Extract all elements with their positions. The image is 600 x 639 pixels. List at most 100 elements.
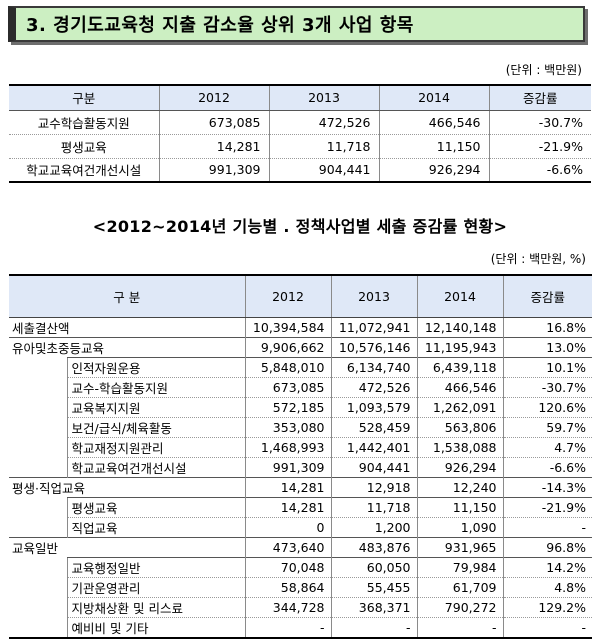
unit-label-top: (단위 : 백만원) xyxy=(505,63,582,77)
change-rate-cell: 4.8% xyxy=(502,576,592,597)
indent-cell xyxy=(9,397,67,417)
value-cell: 0 xyxy=(244,516,331,537)
value-cell: - xyxy=(244,616,331,638)
header-cell: 2014 xyxy=(378,85,489,111)
table-row: 교수학습활동지원 673,085 472,526 466,546 -30.7% xyxy=(9,110,591,135)
header-cell: 증감률 xyxy=(502,275,592,318)
value-cell: 563,806 xyxy=(416,416,503,437)
value-cell: 10,394,584 xyxy=(244,317,331,337)
value-cell: 1,200 xyxy=(330,516,417,537)
value-cell: 1,090 xyxy=(416,516,503,537)
change-rate-cell: -21.9% xyxy=(488,134,591,159)
subcategory-row: 학교교육여건개선시설 991,309 904,441 926,294 -6.6% xyxy=(9,456,592,477)
subcategory-row: 인적자원운용 5,848,010 6,134,740 6,439,118 10.1% xyxy=(9,356,592,377)
change-rate-cell: 120.6% xyxy=(502,396,592,417)
row-label: 학교교육여건개선시설 xyxy=(66,456,245,477)
indent-cell xyxy=(9,557,67,577)
change-rate-cell: 13.0% xyxy=(502,336,592,357)
value-cell: 673,085 xyxy=(244,376,331,397)
indent-cell xyxy=(9,357,67,377)
value-cell: 904,441 xyxy=(330,456,417,477)
value-cell: 931,965 xyxy=(416,536,503,557)
page-title: 3. 경기도교육청 지출 감소율 상위 3개 사업 항목 xyxy=(8,6,585,42)
value-cell: 926,294 xyxy=(416,456,503,477)
row-label: 학교교육여건개선시설 xyxy=(26,163,142,179)
value-cell: 11,718 xyxy=(268,134,379,159)
value-cell: 473,640 xyxy=(244,536,331,557)
header-cell: 2012 xyxy=(244,275,331,318)
value-cell: 11,718 xyxy=(330,496,417,517)
value-cell: 904,441 xyxy=(268,158,379,182)
value-cell: 5,848,010 xyxy=(244,356,331,377)
value-cell: 70,048 xyxy=(244,556,331,577)
change-rate-cell: 96.8% xyxy=(502,536,592,557)
value-cell: 6,134,740 xyxy=(330,356,417,377)
row-label: 교육일반 xyxy=(9,536,245,557)
expenditure-change-table: 구 분 2012 2013 2014 증감률 세출결산액 10,394,584 11… xyxy=(9,274,592,639)
value-cell: - xyxy=(330,616,417,638)
category-row: 세출결산액 10,394,584 11,072,941 12,140,148 16.8% xyxy=(9,317,592,337)
header-cell: 증감률 xyxy=(488,85,591,111)
value-cell: 12,240 xyxy=(416,476,503,497)
value-cell: 528,459 xyxy=(330,416,417,437)
row-label: 유아및초중등교육 xyxy=(9,336,245,357)
value-cell: 572,185 xyxy=(244,396,331,417)
value-cell: 10,576,146 xyxy=(330,336,417,357)
change-rate-cell: -6.6% xyxy=(502,456,592,477)
row-label: 평생·직업교육 xyxy=(9,476,245,497)
category-row: 유아및초중등교육 9,906,662 10,576,146 11,195,943 13.… xyxy=(9,336,592,357)
subcategory-row: 학교재정지원관리 1,468,993 1,442,401 1,538,088 4.7% xyxy=(9,436,592,457)
value-cell: 58,864 xyxy=(244,576,331,597)
indent-cell xyxy=(9,517,67,537)
value-cell: 991,309 xyxy=(158,158,269,182)
row-label: 세출결산액 xyxy=(12,320,70,336)
value-cell: 790,272 xyxy=(416,596,503,617)
row-label: 학교재정지원관리 xyxy=(66,436,245,457)
value-cell: 466,546 xyxy=(378,110,489,135)
subcategory-row: 교육복지지원 572,185 1,093,579 1,262,091 120.6% xyxy=(9,396,592,417)
value-cell: 14,281 xyxy=(244,496,331,517)
value-cell: 1,468,993 xyxy=(244,436,331,457)
change-rate-cell: -14.3% xyxy=(502,476,592,497)
value-cell: 12,140,148 xyxy=(416,317,503,337)
value-cell: 12,918 xyxy=(330,476,417,497)
value-cell: 368,371 xyxy=(330,596,417,617)
row-label: 보건/급식/체육활동 xyxy=(66,416,245,437)
change-rate-cell: - xyxy=(502,616,592,638)
row-label: 직업교육 xyxy=(66,516,245,537)
value-cell: 991,309 xyxy=(244,456,331,477)
subcategory-row: 기관운영관리 58,864 55,455 61,709 4.8% xyxy=(9,576,592,597)
indent-cell xyxy=(9,457,67,477)
value-cell: 11,150 xyxy=(416,496,503,517)
header-cell: 구 분 xyxy=(9,275,245,318)
value-cell: 11,072,941 xyxy=(330,317,417,337)
value-cell: 14,281 xyxy=(244,476,331,497)
header-cell: 2013 xyxy=(330,275,417,318)
indent-cell xyxy=(9,417,67,437)
value-cell: 60,050 xyxy=(330,556,417,577)
change-rate-cell: -21.9% xyxy=(502,496,592,517)
top-spending-decrease-table: 구분 2012 2013 2014 증감률 교수학습활동지원 673,085 4… xyxy=(9,84,591,183)
header-cell: 2012 xyxy=(158,85,269,111)
table-body: 세출결산액 10,394,584 11,072,941 12,140,148 16.8%… xyxy=(9,317,592,638)
value-cell: 1,262,091 xyxy=(416,396,503,417)
indent-cell xyxy=(9,577,67,597)
category-row: 평생·직업교육 14,281 12,918 12,240 -14.3% xyxy=(9,476,592,497)
change-rate-cell: - xyxy=(502,516,592,537)
indent-cell xyxy=(9,377,67,397)
subcategory-row: 지방채상환 및 리스료 344,728 368,371 790,272 129.2% xyxy=(9,596,592,617)
value-cell: 1,093,579 xyxy=(330,396,417,417)
table-header-row: 구 분 2012 2013 2014 증감률 xyxy=(9,275,592,318)
value-cell: 673,085 xyxy=(158,110,269,135)
change-rate-cell: -30.7% xyxy=(488,110,591,135)
row-label: 교수-학습활동지원 xyxy=(66,376,245,397)
row-label: 지방채상환 및 리스료 xyxy=(66,596,245,617)
row-label: 교육행정일반 xyxy=(66,556,245,577)
indent-cell xyxy=(9,437,67,457)
value-cell: 353,080 xyxy=(244,416,331,437)
value-cell: 61,709 xyxy=(416,576,503,597)
change-rate-cell: 10.1% xyxy=(502,356,592,377)
value-cell: 472,526 xyxy=(268,110,379,135)
subcategory-row: 직업교육 0 1,200 1,090- xyxy=(9,516,592,537)
value-cell: 466,546 xyxy=(416,376,503,397)
